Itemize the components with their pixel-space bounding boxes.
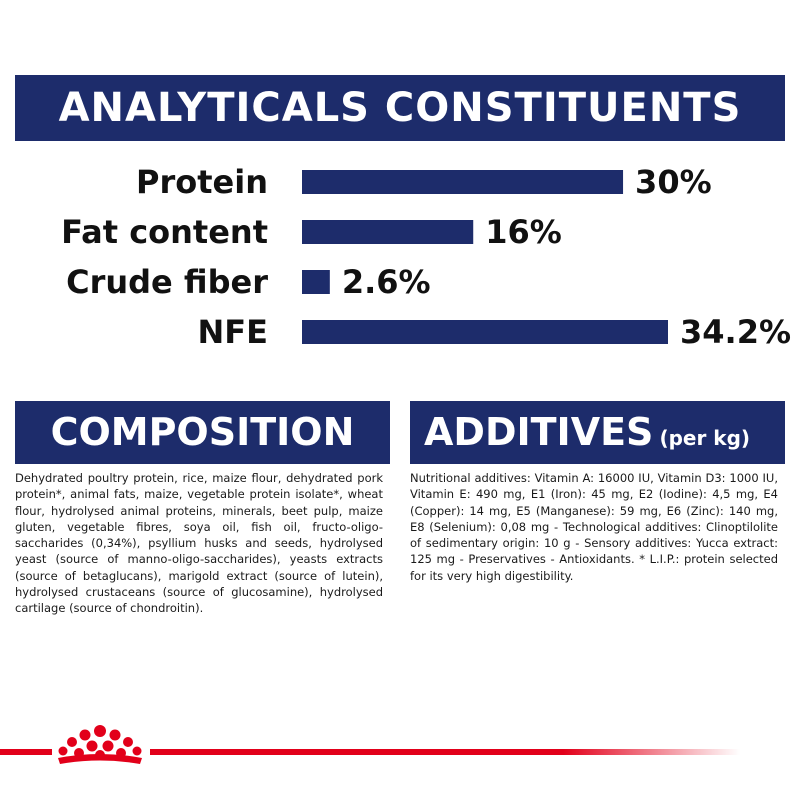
composition-banner: COMPOSITION: [15, 401, 390, 464]
bar-crude-fiber: [302, 270, 330, 294]
additives-title-suffix: (per kg): [659, 426, 751, 450]
additives-banner: ADDITIVES (per kg): [410, 401, 785, 464]
bar-value-fat-content: 16%: [485, 213, 562, 251]
analyticals-bar-chart: Protein 30% Fat content 16% Crude fiber 2.6% N…: [61, 163, 791, 351]
footer-line-left: [0, 749, 52, 755]
bar-value-crude-fiber: 2.6%: [342, 263, 431, 301]
bar-fat-content: [302, 220, 474, 244]
bar-label-nfe: NFE: [198, 313, 269, 351]
bar-nfe: [302, 320, 668, 344]
bar-label-crude-fiber: Crude fiber: [66, 263, 268, 301]
analyticals-title: ANALYTICALS CONSTITUENTS: [58, 85, 742, 131]
bar-value-nfe: 34.2%: [680, 313, 791, 351]
footer-red-line: [0, 749, 800, 755]
analyticals-banner: ANALYTICALS CONSTITUENTS: [15, 75, 785, 141]
additives-text: Nutritional additives: Vitamin A: 16000 …: [410, 471, 778, 583]
bar-protein: [302, 170, 624, 194]
bar-label-fat-content: Fat content: [61, 213, 268, 251]
bar-value-protein: 30%: [635, 163, 712, 201]
additives-title: ADDITIVES: [424, 410, 654, 454]
composition-title: COMPOSITION: [50, 410, 355, 454]
bar-label-protein: Protein: [136, 163, 268, 201]
footer-line-right: [150, 749, 740, 755]
royal-crown-icon: [58, 725, 142, 764]
composition-text: Dehydrated poultry protein, rice, maize …: [15, 471, 383, 616]
